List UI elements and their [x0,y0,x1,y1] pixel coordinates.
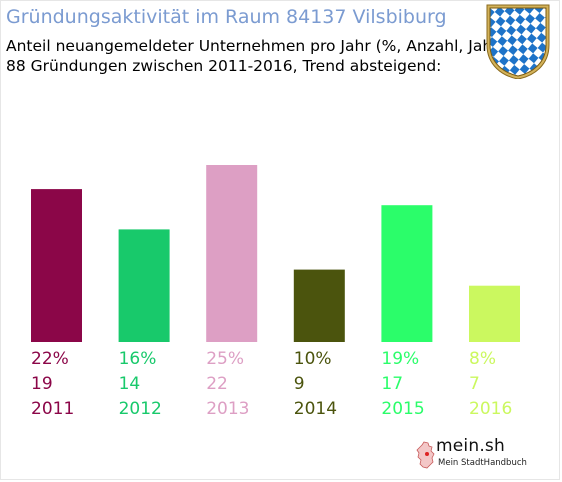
bar-2012 [118,229,170,342]
year-label-2015: 2015 [381,399,424,419]
count-label-2012: 14 [119,374,141,394]
chart-subtitle: Anteil neuangemeldeter Unternehmen pro J… [6,36,505,76]
bar-2011 [31,189,82,342]
year-label-2011: 2011 [31,399,74,419]
percent-label-2013: 25% [206,349,244,369]
count-label-2014: 9 [294,374,305,394]
count-label-2016: 7 [469,374,480,394]
subtitle-line-1: Anteil neuangemeldeter Unternehmen pro J… [6,37,505,55]
label-group: 22% 19 2011 16% 14 2012 25% 22 2013 10% 9 2014 19% 17… [31,349,512,419]
bar-2013 [206,165,258,342]
percent-label-2011: 22% [31,349,69,369]
bar-2014 [293,269,345,342]
brand-logo[interactable]: mein.sh Mein StadtHandbuch [414,436,527,473]
percent-label-2016: 8% [469,349,496,369]
chart-title: Gründungsaktivität im Raum 84137 Vilsbib… [6,6,447,28]
brand-tagline: Mein StadtHandbuch [438,458,527,468]
percent-label-2014: 10% [294,349,332,369]
subtitle-line-2: 88 Gründungen zwischen 2011-2016, Trend … [6,57,442,75]
year-label-2012: 2012 [119,399,162,419]
count-label-2013: 22 [206,374,228,394]
count-label-2011: 19 [31,374,53,394]
year-label-2014: 2014 [294,399,337,419]
bar-2016 [469,285,520,342]
germany-map-icon [416,441,435,469]
year-label-2016: 2016 [469,399,512,419]
count-label-2015: 17 [381,374,403,394]
percent-label-2015: 19% [381,349,419,369]
brand-name: mein.sh [436,436,505,456]
bar-2015 [381,205,433,342]
percent-label-2012: 16% [119,349,157,369]
bar-group [31,165,520,342]
bavarian-crest-icon [486,4,550,79]
year-label-2013: 2013 [206,399,249,419]
